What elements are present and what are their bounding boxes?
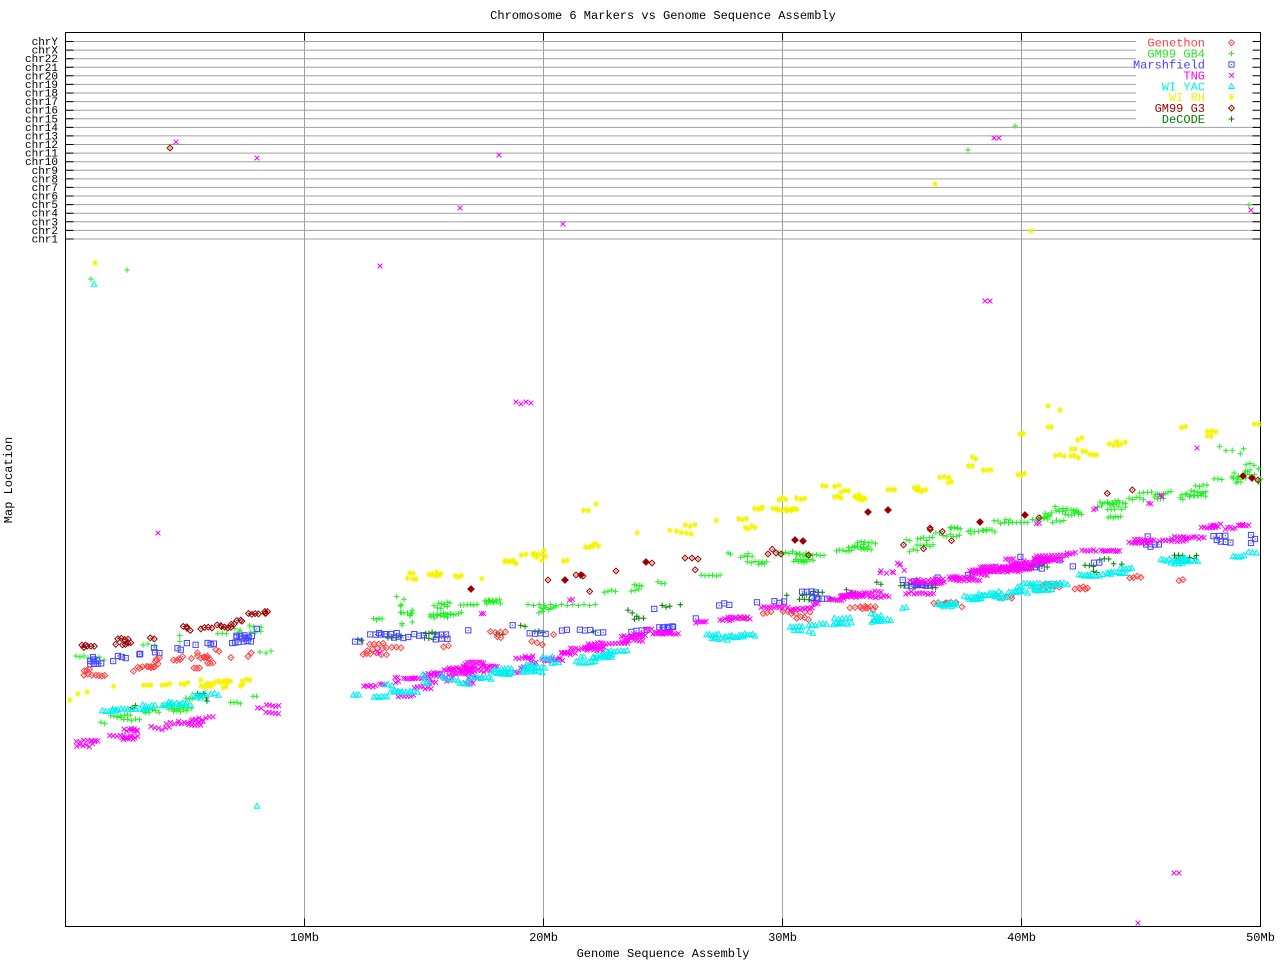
svg-text:WI YAC: WI YAC [1162,80,1205,94]
svg-text:chr4: chr4 [32,209,59,221]
svg-text:40Mb: 40Mb [1007,931,1036,945]
svg-text:chrY: chrY [32,37,59,49]
svg-text:chr3: chr3 [32,217,58,229]
svg-text:20Mb: 20Mb [529,931,558,945]
svg-text:chr8: chr8 [32,174,58,186]
svg-text:WI RH: WI RH [1169,91,1205,105]
svg-text:GM99 G3: GM99 G3 [1155,102,1205,116]
svg-text:chr13: chr13 [25,131,58,143]
svg-text:chr21: chr21 [25,63,58,75]
svg-text:10Mb: 10Mb [290,931,319,945]
svg-text:chr9: chr9 [32,166,58,178]
svg-text:chr7: chr7 [32,183,58,195]
svg-text:Genethon: Genethon [1147,37,1205,51]
svg-text:chr19: chr19 [25,80,58,92]
svg-text:chrX: chrX [32,46,59,58]
svg-text:chr6: chr6 [32,192,58,204]
svg-text:chr18: chr18 [25,89,58,101]
svg-text:chr1: chr1 [32,235,59,247]
svg-text:Chromosome 6 Markers vs Genome: Chromosome 6 Markers vs Genome Sequence … [490,9,836,23]
svg-text:chr10: chr10 [25,157,58,169]
svg-text:chr17: chr17 [25,97,58,109]
svg-text:chr2: chr2 [32,226,58,238]
svg-text:chr20: chr20 [25,71,58,83]
svg-text:Map Location: Map Location [2,437,16,523]
svg-text:TNG: TNG [1183,69,1205,83]
svg-text:Genome Sequence Assembly: Genome Sequence Assembly [577,947,750,960]
svg-text:DeCODE: DeCODE [1162,113,1205,127]
svg-text:chr15: chr15 [25,114,58,126]
svg-text:chr11: chr11 [25,149,58,161]
svg-text:50Mb: 50Mb [1246,931,1275,945]
svg-text:chr5: chr5 [32,200,58,212]
svg-text:Marshfield: Marshfield [1133,59,1205,73]
svg-text:GM99 GB4: GM99 GB4 [1147,48,1205,62]
svg-text:chr16: chr16 [25,106,58,118]
svg-text:30Mb: 30Mb [768,931,797,945]
svg-text:chr12: chr12 [25,140,58,152]
svg-text:chr14: chr14 [25,123,58,135]
svg-text:chr22: chr22 [25,54,58,66]
